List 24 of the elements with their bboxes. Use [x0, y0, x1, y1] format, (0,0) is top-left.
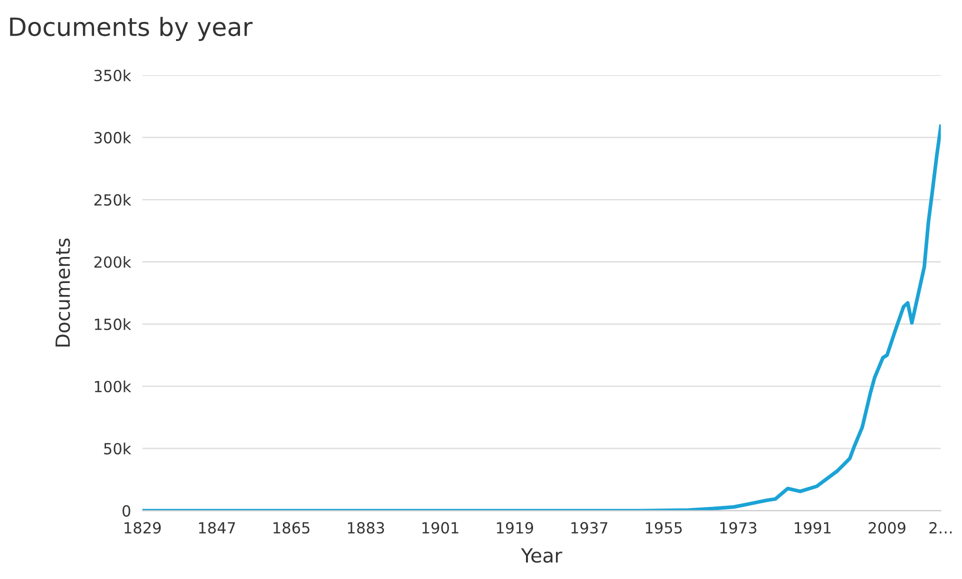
x-tick-label: 1865 [274, 522, 310, 534]
x-tick-label: 1901 [422, 522, 458, 534]
x-tick-label: 1991 [794, 522, 831, 534]
chart-title: Documents by year [10, 16, 253, 42]
y-tick-label: 0 [122, 505, 130, 517]
x-tick-label: 1973 [720, 522, 756, 534]
x-axis-title: Year [520, 548, 562, 563]
x-tick-label: 1883 [348, 522, 384, 534]
x-tick-label: 1829 [124, 522, 161, 534]
x-tick-label: 2009 [868, 522, 906, 534]
y-tick-label: 100k [94, 380, 132, 392]
y-tick-label: 250k [94, 194, 132, 206]
y-axis-title: Documents [56, 238, 70, 346]
y-tick-label: 300k [94, 132, 132, 144]
x-tick-label: 1847 [199, 522, 235, 534]
y-tick-label: 200k [94, 256, 132, 268]
y-tick-label: 350k [94, 69, 132, 82]
line-series [142, 124, 941, 511]
x-tick-label: 1937 [571, 522, 608, 534]
x-tick-label: 1919 [496, 522, 534, 534]
y-tick-label: 50k [104, 442, 132, 454]
x-tick-label: 2… [929, 522, 952, 534]
x-tick-label: 1955 [646, 522, 682, 534]
y-tick-label: 150k [94, 318, 132, 330]
